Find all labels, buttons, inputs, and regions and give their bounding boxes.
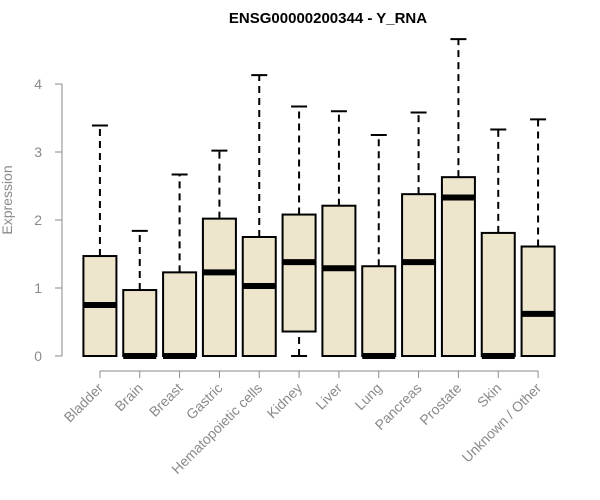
- x-tick-label: Bladder: [61, 380, 107, 426]
- box: [480, 231, 516, 357]
- y-tick-label: 4: [34, 76, 42, 92]
- x-tick-label: Kidney: [264, 380, 306, 422]
- box-group: [321, 110, 357, 357]
- x-tick-label: Breast: [146, 380, 186, 420]
- box: [440, 176, 476, 357]
- box-group: [122, 229, 158, 359]
- x-tick-label: Prostate: [416, 380, 464, 428]
- box: [520, 245, 556, 358]
- box: [401, 193, 437, 357]
- box: [281, 213, 317, 333]
- x-tick-label: Lung: [352, 380, 385, 413]
- x-tick-label: Brain: [111, 380, 145, 414]
- box-group: [162, 173, 198, 359]
- box: [122, 289, 158, 358]
- x-tick-label: Skin: [474, 380, 505, 411]
- box: [241, 236, 277, 357]
- y-tick-label: 3: [34, 144, 42, 160]
- box-group: [361, 134, 397, 359]
- box-group: [440, 38, 476, 357]
- box-group: [480, 128, 516, 359]
- box-group: [281, 105, 317, 357]
- y-axis-label: Expression: [0, 165, 15, 234]
- boxes-layer: [82, 38, 556, 359]
- box: [162, 271, 198, 357]
- chart-title: ENSG00000200344 - Y_RNA: [229, 10, 427, 27]
- y-tick-label: 0: [34, 348, 42, 364]
- y-tick-label: 1: [34, 280, 42, 296]
- box-group: [520, 118, 556, 358]
- y-axis: 0 1 2 3 4: [34, 76, 63, 364]
- y-tick-label: 2: [34, 212, 42, 228]
- box: [321, 204, 357, 357]
- box: [361, 265, 397, 357]
- x-tick-label: Liver: [312, 380, 345, 413]
- box-group: [201, 149, 237, 357]
- box-group: [82, 124, 118, 358]
- box-group: [401, 111, 437, 357]
- box: [201, 217, 237, 357]
- box-group: [241, 74, 277, 357]
